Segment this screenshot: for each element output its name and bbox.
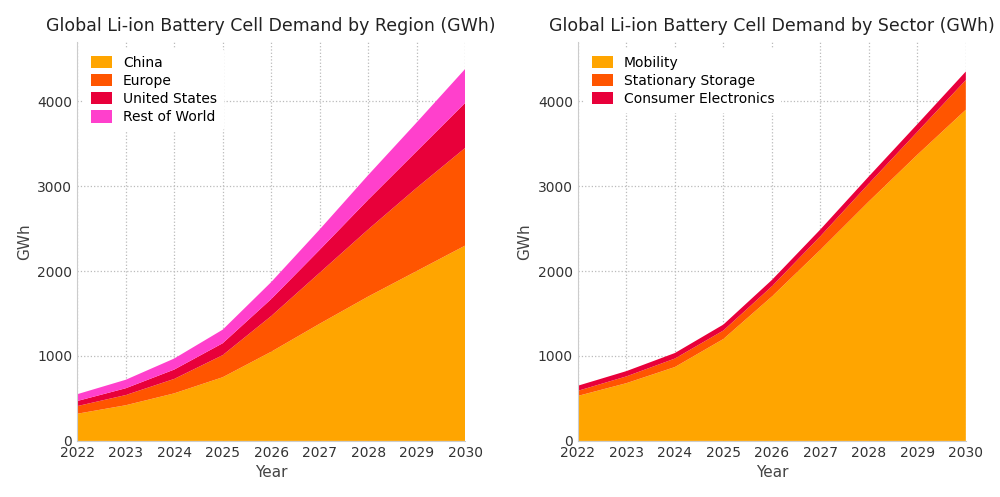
Legend: Mobility, Stationary Storage, Consumer Electronics: Mobility, Stationary Storage, Consumer E… bbox=[585, 49, 781, 113]
Y-axis label: GWh: GWh bbox=[517, 223, 532, 259]
X-axis label: Year: Year bbox=[756, 465, 788, 480]
Title: Global Li-ion Battery Cell Demand by Sector (GWh): Global Li-ion Battery Cell Demand by Sec… bbox=[549, 17, 995, 35]
Legend: China, Europe, United States, Rest of World: China, Europe, United States, Rest of Wo… bbox=[84, 49, 224, 131]
Title: Global Li-ion Battery Cell Demand by Region (GWh): Global Li-ion Battery Cell Demand by Reg… bbox=[46, 17, 496, 35]
Y-axis label: GWh: GWh bbox=[17, 223, 32, 259]
X-axis label: Year: Year bbox=[255, 465, 287, 480]
